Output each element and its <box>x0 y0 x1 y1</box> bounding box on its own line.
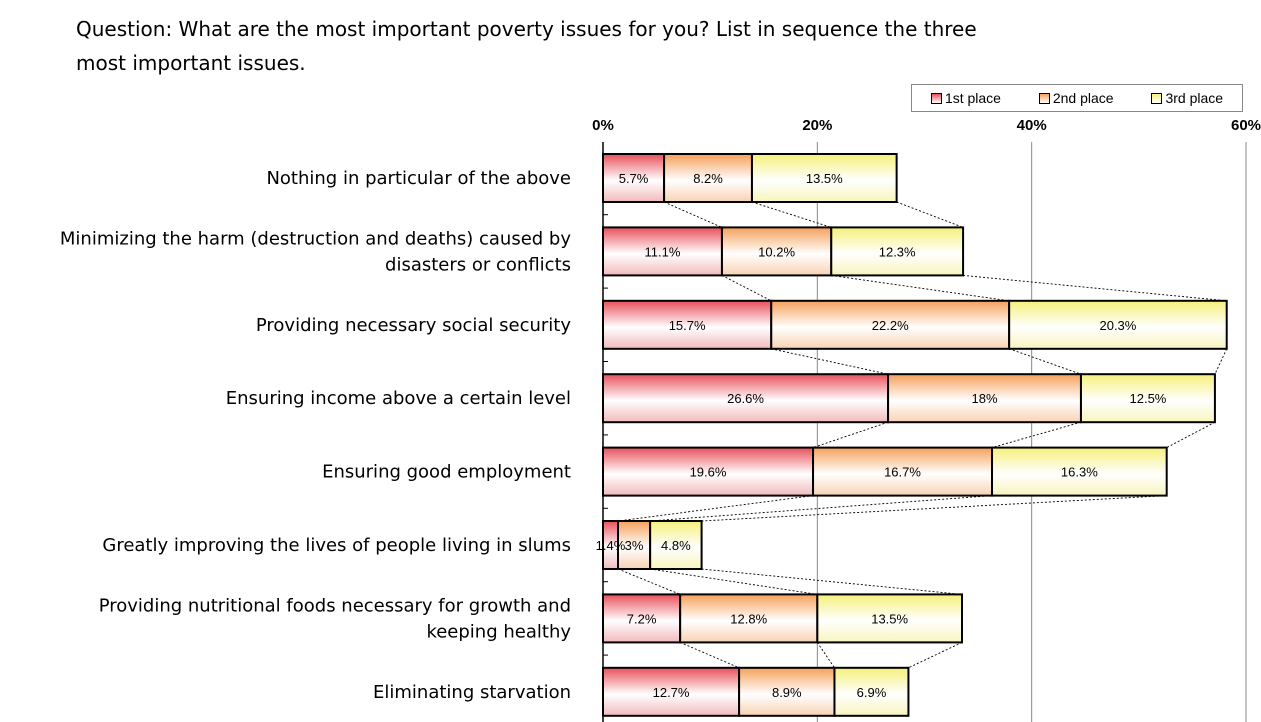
legend-item-2nd-place: 2nd place <box>1038 90 1114 106</box>
data-label-2nd-place: 22.2% <box>872 318 909 333</box>
category-label: Eliminating starvation <box>373 682 571 703</box>
data-label-3rd-place: 16.3% <box>1061 465 1098 480</box>
bar-3rd-place <box>816 593 964 644</box>
bar-1st-place <box>602 666 741 717</box>
category-label: Nothing in particular of the above <box>266 168 571 189</box>
series-connector-line <box>650 495 993 522</box>
data-label-2nd-place: 16.7% <box>884 465 921 480</box>
data-label-1st-place: 11.1% <box>645 244 681 259</box>
series-connector-line <box>991 421 1082 449</box>
series-connector-line <box>812 421 889 449</box>
bar-2nd-place <box>738 666 836 717</box>
data-label-3rd-place: 12.3% <box>879 244 916 259</box>
data-label-2nd-place: 8.9% <box>772 685 802 700</box>
data-label-3rd-place: 13.5% <box>871 611 908 626</box>
bar-3rd-place <box>750 153 898 203</box>
x-tick-label-20: 20% <box>802 117 832 134</box>
data-label-2nd-place: 8.2% <box>693 171 723 186</box>
series-connector-line <box>896 201 964 228</box>
bar-2nd-place <box>720 226 833 277</box>
data-label-2nd-place: 18% <box>971 391 997 406</box>
legend-item-1st-place: 1st place <box>930 90 1001 106</box>
x-tick-label-40: 40% <box>1017 117 1047 134</box>
x-tick-label-0: 0% <box>592 117 614 134</box>
data-label-1st-place: 5.7% <box>619 171 649 186</box>
series-connector-line <box>701 568 963 595</box>
legend-label-1st-place: 1st place <box>944 90 1001 106</box>
bar-1st-place <box>602 373 890 424</box>
bar-3rd-place <box>1008 299 1228 350</box>
bar-1st-place <box>602 226 723 277</box>
series-connector-line <box>721 274 772 302</box>
category-label: Minimizing the harm (destruction and dea… <box>60 228 571 249</box>
series-connector-line <box>831 274 1010 302</box>
data-label-2nd-place: 12.8% <box>730 611 767 626</box>
bar-3rd-place <box>649 520 703 570</box>
question-line-2: most important issues. <box>76 51 306 75</box>
data-label-3rd-place: 20.3% <box>1099 318 1136 333</box>
bar-2nd-place <box>617 520 652 570</box>
series-connector-line <box>816 642 835 669</box>
bar-1st-place <box>602 299 773 350</box>
legend-label-2nd-place: 2nd place <box>1052 90 1114 106</box>
series-connector-line <box>617 495 814 522</box>
data-label-3rd-place: 13.5% <box>806 171 843 186</box>
data-label-3rd-place: 12.5% <box>1130 391 1167 406</box>
category-label: keeping healthy <box>426 621 571 642</box>
question-line-1: Question: What are the most important po… <box>76 17 977 41</box>
series-connector-line <box>1009 348 1082 375</box>
bar-2nd-place <box>770 299 1011 350</box>
bar-1st-place <box>602 593 682 644</box>
series-connector-line <box>963 274 1227 302</box>
data-label-1st-place: 26.6% <box>727 391 764 406</box>
bar-1st-place <box>602 153 666 203</box>
legend-swatch-3rd-place <box>1151 92 1163 104</box>
legend-item-3rd-place: 3rd place <box>1151 90 1223 106</box>
bar-3rd-place <box>830 226 965 277</box>
connector-layer <box>617 201 1228 669</box>
series-connector-line <box>1166 421 1216 448</box>
series-connector-line <box>751 201 832 228</box>
series-connector-line <box>701 495 1167 522</box>
bar-2nd-place <box>887 373 1082 424</box>
series-connector-line <box>650 568 818 595</box>
series-connector-line <box>617 568 681 595</box>
series-connector-line <box>679 641 740 669</box>
x-tick-label-60: 60% <box>1231 117 1261 134</box>
question-text: Question: What are the most important po… <box>76 12 1186 80</box>
legend-label-3rd-place: 3rd place <box>1165 90 1224 106</box>
label-layer: 0% 20% 40% 60% 5.7% 8.2% 13.5% Nothing in parti… <box>60 117 1261 703</box>
category-label: Ensuring good employment <box>322 462 571 483</box>
series-connector-line <box>908 641 963 669</box>
data-label-3rd-place: 6.9% <box>857 685 887 700</box>
data-label-3rd-place: 4.8% <box>661 538 691 553</box>
bar-2nd-place <box>812 446 994 497</box>
legend-swatch-1st-place <box>930 92 942 104</box>
series-connector-line <box>771 348 889 375</box>
data-label-1st-place: 7.2% <box>627 611 657 626</box>
legend-swatch-2nd-place <box>1038 92 1050 104</box>
category-label: disasters or conflicts <box>385 254 571 275</box>
data-label-1st-place: 15.7% <box>669 318 706 333</box>
data-label-1st-place: 12.7% <box>653 685 690 700</box>
category-label: Ensuring income above a certain level <box>226 388 571 409</box>
data-label-2nd-place: 10.2% <box>758 244 795 259</box>
bar-3rd-place <box>833 666 910 717</box>
bar-3rd-place <box>991 446 1168 497</box>
category-label: Providing nutritional foods necessary fo… <box>99 595 571 616</box>
bar-2nd-place <box>679 593 819 644</box>
data-label-2nd-place: 3% <box>625 538 644 553</box>
series-connector-line <box>1214 348 1228 375</box>
series-connector-line <box>663 201 723 228</box>
category-label: Providing necessary social security <box>256 315 571 336</box>
bar-layer <box>602 153 1228 717</box>
data-label-1st-place: 19.6% <box>690 465 727 480</box>
data-label-1st-place: 1.4% <box>596 538 626 553</box>
chart-legend: 1st place 2nd place 3rd place <box>911 84 1243 112</box>
category-label: Greatly improving the lives of people li… <box>102 535 571 556</box>
bar-3rd-place <box>1079 373 1216 424</box>
